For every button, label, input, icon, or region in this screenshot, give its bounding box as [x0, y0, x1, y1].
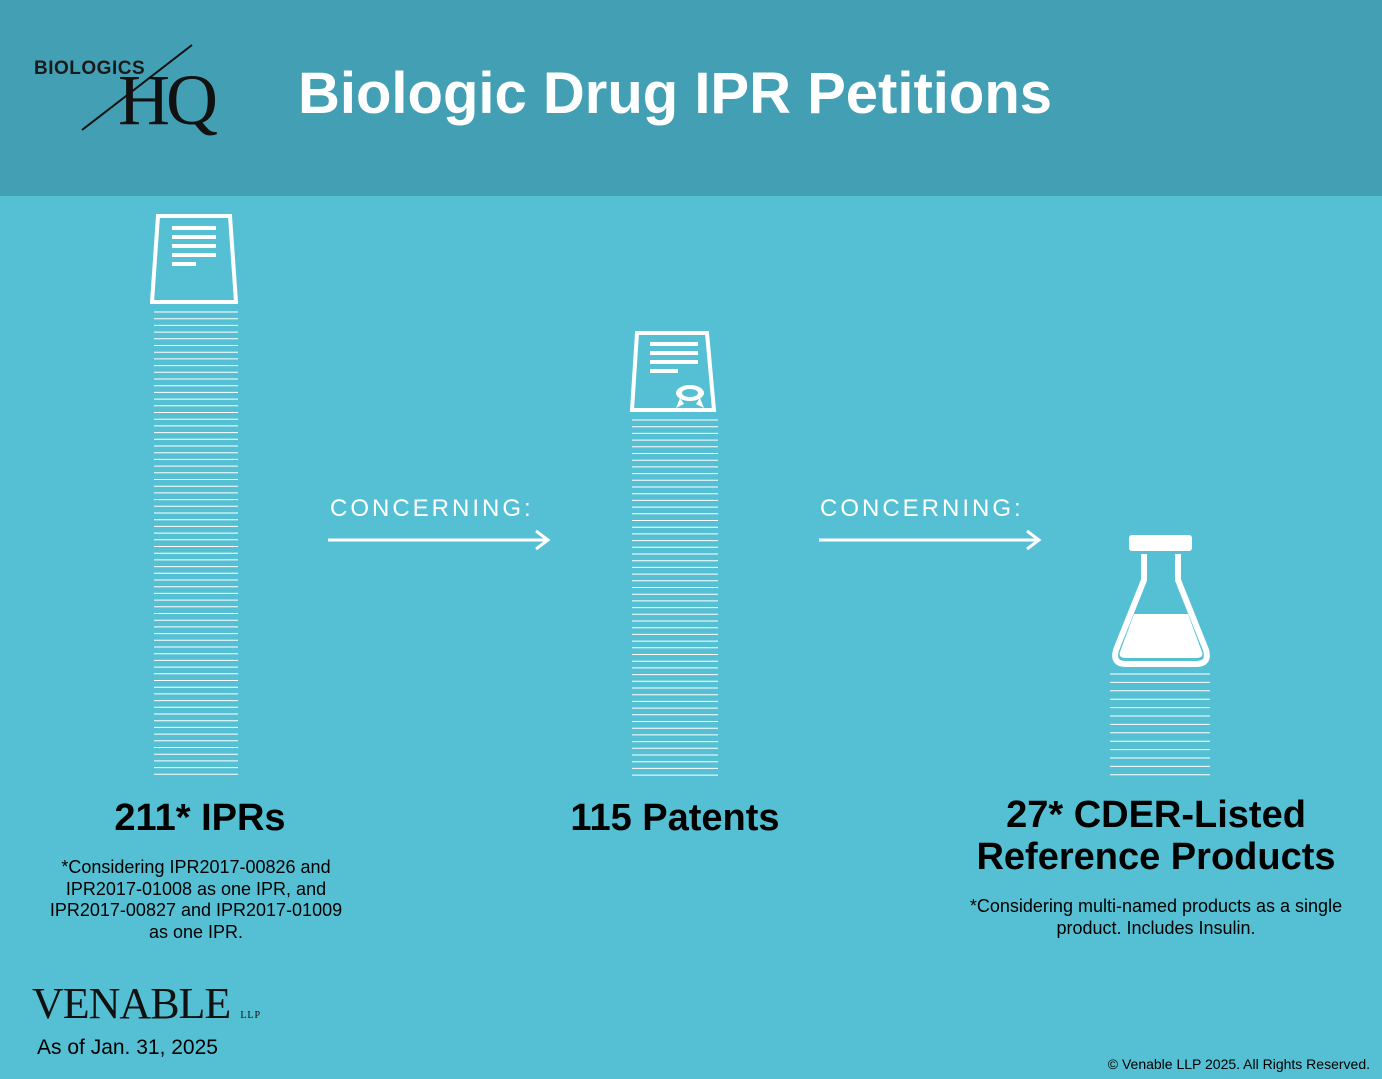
logo-text-small: BIOLOGICS [34, 58, 146, 79]
page-title: Biologic Drug IPR Petitions [298, 61, 1053, 126]
concerning-label-1: CONCERNING: [330, 495, 534, 522]
venable-brand: VENABLE [32, 979, 231, 1028]
biologics-hq-logo: BIOLOGICS HQ [30, 40, 250, 160]
arrow-right-icon [819, 529, 1042, 551]
products-footnote: *Considering multi-named products as a s… [969, 896, 1343, 938]
ipr-count-label: 211* IPRs [114, 797, 286, 839]
arrow-right-icon [328, 529, 551, 551]
ipr-footnote: *Considering IPR2017-00826 and IPR2017-0… [49, 857, 343, 942]
copyright-notice: © Venable LLP 2025. All Rights Reserved. [1107, 1056, 1370, 1072]
products-stack [1110, 535, 1210, 776]
products-count-label: 27* CDER-Listed Reference Products [976, 794, 1336, 878]
document-icon [150, 214, 239, 304]
ipr-stack [150, 214, 239, 775]
ipr-stack-lines [154, 311, 238, 775]
patents-count-label: 115 Patents [570, 797, 780, 839]
products-stack-lines [1110, 673, 1210, 776]
as-of-date: As of Jan. 31, 2025 [37, 1036, 218, 1059]
logo-slash [81, 44, 193, 131]
logo-text-hq: HQ [118, 60, 218, 140]
header: BIOLOGICS HQ Biologic Drug IPR Petitions [0, 0, 1382, 196]
flask-icon [1112, 535, 1210, 667]
venable-logo: VENABLE LLP [32, 978, 261, 1029]
concerning-label-2: CONCERNING: [820, 495, 1024, 522]
patent-certificate-icon [629, 331, 717, 412]
patents-stack [629, 331, 718, 776]
venable-llp: LLP [240, 1010, 262, 1021]
patents-stack-lines [632, 419, 718, 776]
